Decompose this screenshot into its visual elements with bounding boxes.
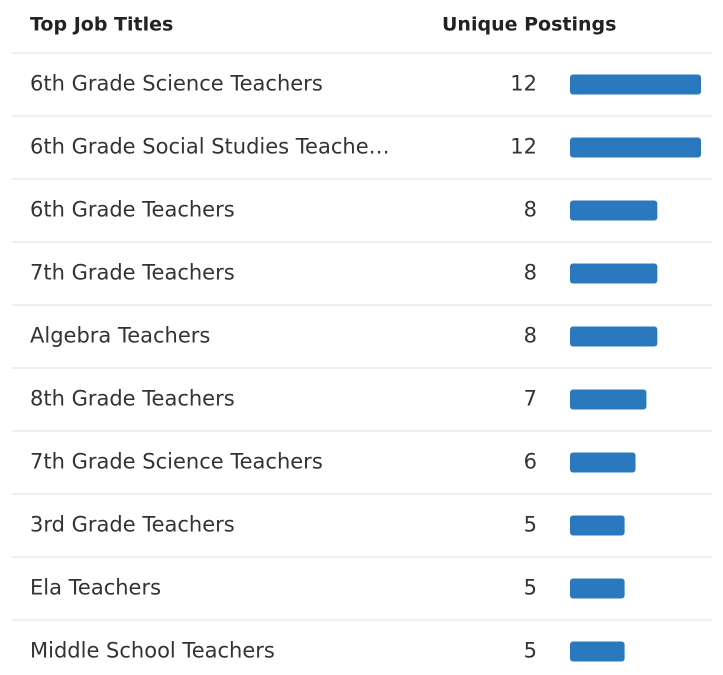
bar <box>570 641 625 662</box>
bar <box>570 326 658 347</box>
bar <box>570 200 658 221</box>
column-header: Unique Postings <box>442 14 616 36</box>
row-label: 7th Grade Science Teachers <box>30 450 323 474</box>
row-label: 6th Grade Science Teachers <box>30 72 323 96</box>
row-label: 6th Grade Teachers <box>30 198 235 222</box>
row-label: 8th Grade Teachers <box>30 387 235 411</box>
bar <box>570 137 701 158</box>
value-label: 12 <box>510 72 537 96</box>
bar <box>570 263 658 284</box>
bar <box>570 452 636 473</box>
row-label: Ela Teachers <box>30 576 161 600</box>
value-label: 12 <box>510 135 537 159</box>
row-label: 6th Grade Social Studies Teache… <box>30 135 390 159</box>
row-label: 7th Grade Teachers <box>30 261 235 285</box>
value-label: 8 <box>524 261 537 285</box>
row-label: 3rd Grade Teachers <box>30 513 235 537</box>
value-label: 7 <box>524 387 537 411</box>
value-label: 5 <box>524 513 537 537</box>
value-label: 5 <box>524 639 537 663</box>
bar <box>570 74 701 95</box>
value-label: 8 <box>524 198 537 222</box>
column-header: Top Job Titles <box>30 14 173 36</box>
value-label: 5 <box>524 576 537 600</box>
bar <box>570 578 625 599</box>
row-label: Algebra Teachers <box>30 324 210 348</box>
bar <box>570 389 647 410</box>
value-label: 6 <box>524 450 537 474</box>
value-label: 8 <box>524 324 537 348</box>
row-label: Middle School Teachers <box>30 639 275 663</box>
bar <box>570 515 625 536</box>
